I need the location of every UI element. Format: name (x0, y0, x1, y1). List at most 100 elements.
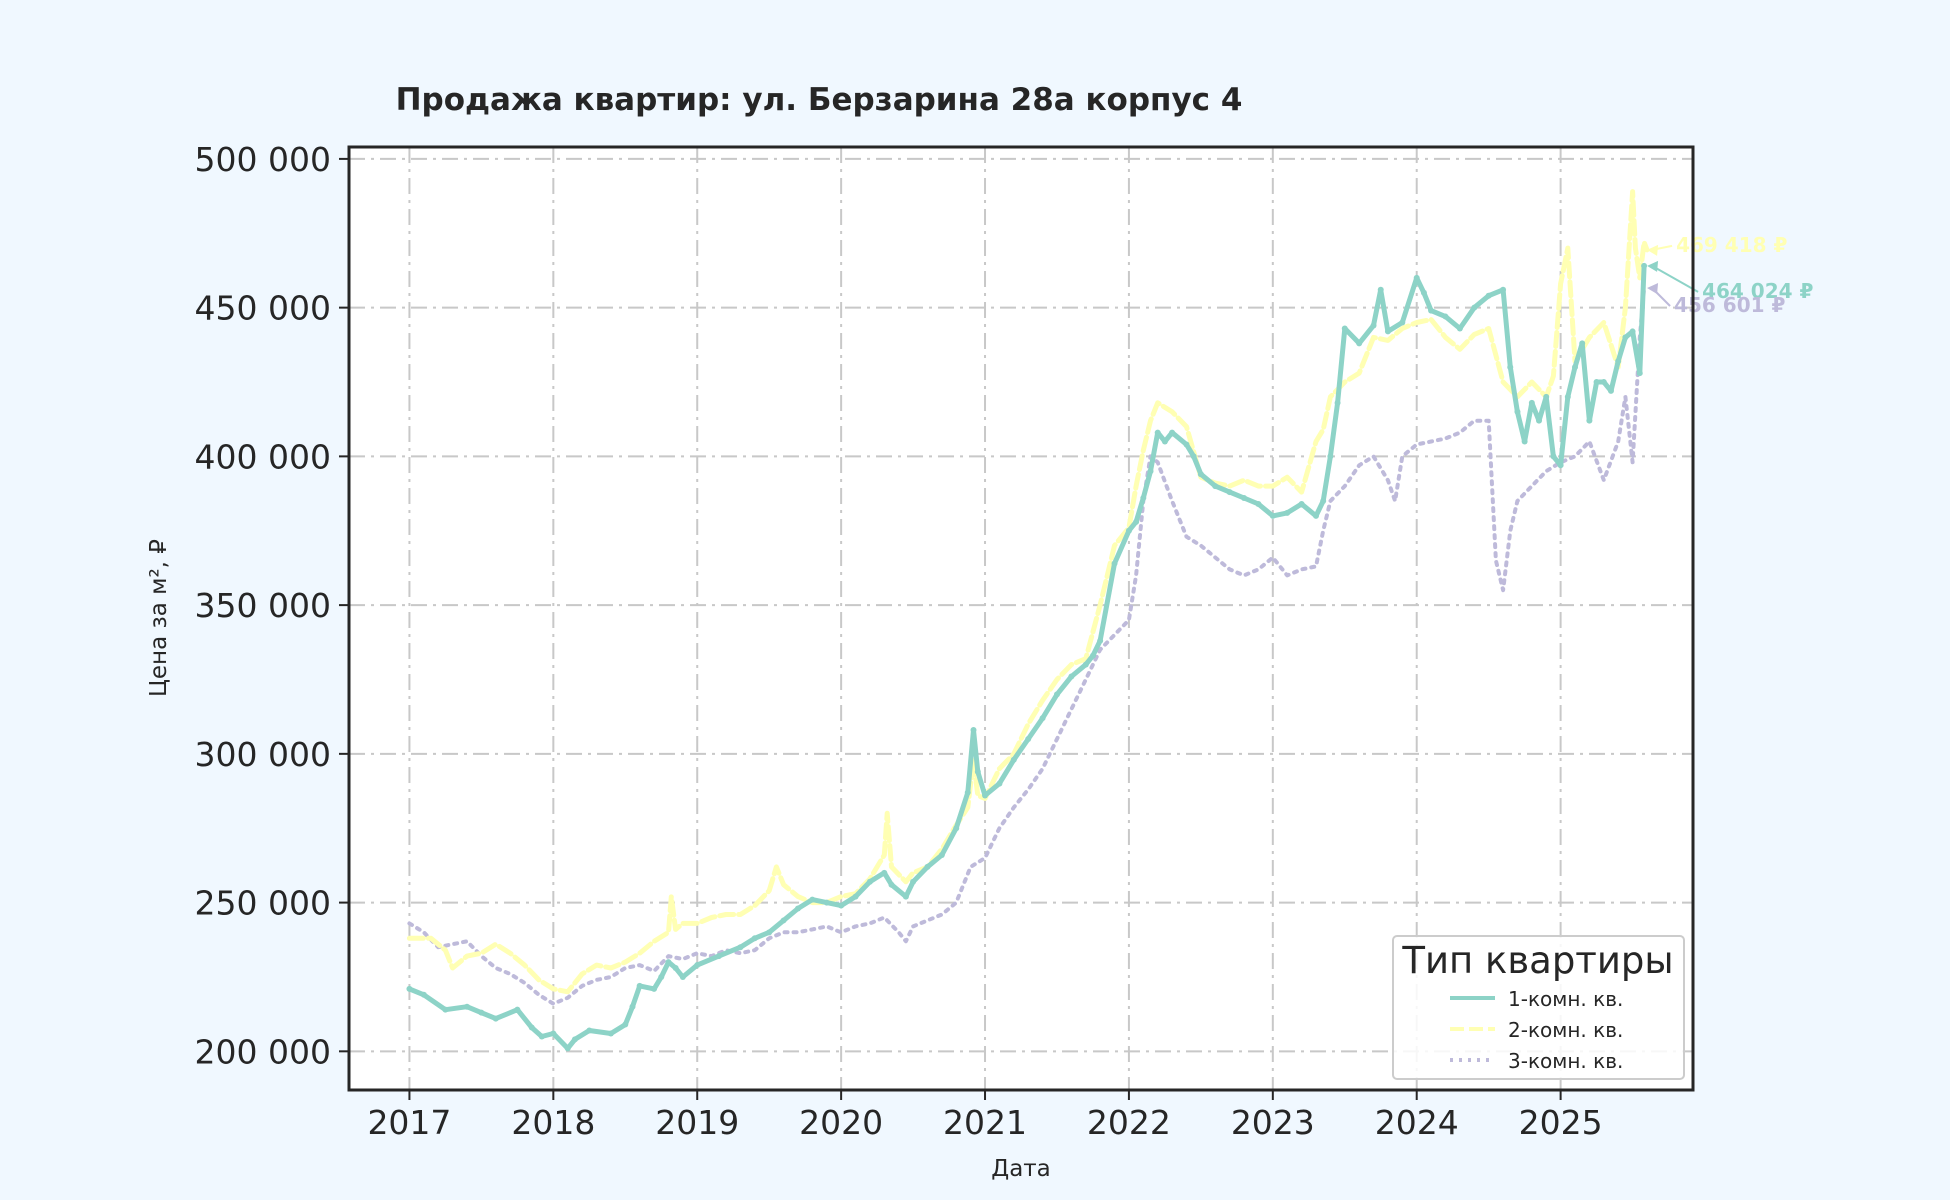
series-point-1-room (910, 878, 917, 885)
series-point-1-room (1161, 438, 1168, 445)
annotation-label: 469 418 ₽ (1676, 233, 1787, 257)
legend-label-1-room: 1-комн. кв. (1508, 987, 1623, 1011)
series-point-1-room (823, 899, 830, 906)
series-point-1-room (550, 1030, 557, 1037)
series-point-1-room (1600, 379, 1607, 386)
plot-area (349, 147, 1693, 1090)
series-point-1-room (1068, 673, 1075, 680)
series-point-1-room (1615, 358, 1622, 365)
series-point-1-room (1190, 453, 1197, 460)
series-point-1-room (838, 902, 845, 909)
series-point-1-room (1053, 691, 1060, 698)
series-point-1-room (866, 878, 873, 885)
series-point-1-room (1471, 304, 1478, 311)
x-tick-label: 2019 (655, 1103, 739, 1142)
annotation-arrowhead (1647, 260, 1659, 272)
series-point-1-room (1500, 286, 1507, 293)
series-point-1-room (586, 1027, 593, 1034)
series-point-1-room (902, 893, 909, 900)
x-tick-label: 2022 (1087, 1103, 1171, 1142)
series-point-1-room (715, 953, 722, 960)
series-point-1-room (622, 1021, 629, 1028)
series-point-1-room (665, 959, 672, 966)
series-point-1-room (1241, 495, 1248, 502)
annotation-arrowhead (1647, 244, 1659, 256)
series-point-1-room (571, 1036, 578, 1043)
series-point-1-room (1183, 441, 1190, 448)
series-lines (406, 189, 1650, 1052)
series-point-1-room (1255, 500, 1262, 507)
series-point-1-room (1341, 325, 1348, 332)
series-point-1-room (1370, 322, 1377, 329)
series-point-1-room (651, 985, 658, 992)
series-point-1-room (888, 881, 895, 888)
series-point-1-room (694, 962, 701, 969)
series-point-1-room (881, 869, 888, 876)
series-point-1-room (478, 1009, 485, 1016)
x-tick-label: 2024 (1375, 1103, 1459, 1142)
series-point-1-room (1521, 438, 1528, 445)
series-point-1-room (1154, 429, 1161, 436)
series-point-1-room (1641, 262, 1648, 269)
legend: Тип квартиры 1-комн. кв. 2-комн. кв. 3-к… (1392, 935, 1685, 1080)
series-point-1-room (1169, 429, 1176, 436)
annotation-label: 464 024 ₽ (1702, 279, 1813, 303)
series-point-1-room (679, 973, 686, 980)
legend-box (1392, 935, 1685, 1080)
series-point-1-room (514, 1006, 521, 1013)
series-point-1-room (1622, 334, 1629, 341)
y-axis-label: Цена за м², ₽ (146, 539, 172, 697)
series-point-1-room (420, 991, 427, 998)
y-tick-label: 300 000 (195, 735, 331, 774)
series-point-1-room (1456, 325, 1463, 332)
series-point-1-room (852, 893, 859, 900)
series-point-1-room (780, 917, 787, 924)
x-tick-label: 2021 (943, 1103, 1027, 1142)
x-tick-label: 2020 (799, 1103, 883, 1142)
series-point-1-room (982, 792, 989, 799)
legend-label-3-room: 3-комн. кв. (1508, 1049, 1623, 1073)
series-point-1-room (1564, 393, 1571, 400)
series-point-1-room (970, 727, 977, 734)
series-point-1-room (974, 768, 981, 775)
series-point-1-room (1593, 379, 1600, 386)
series-point-1-room (1428, 307, 1435, 314)
series-line-3-room (407, 286, 1647, 1006)
series-point-1-room (1269, 512, 1276, 519)
y-tick-label: 500 000 (195, 140, 331, 179)
series-point-1-room (1536, 417, 1543, 424)
series-point-1-room (1607, 387, 1614, 394)
series-point-1-room (1284, 509, 1291, 516)
series-point-1-room (1384, 328, 1391, 335)
x-tick-label: 2017 (367, 1103, 451, 1142)
series-point-1-room (636, 982, 643, 989)
series-point-1-room (1485, 292, 1492, 299)
series-point-1-room (751, 935, 758, 942)
series-point-1-room (1334, 399, 1341, 406)
series-point-1-room (964, 789, 971, 796)
series-point-1-room (1111, 560, 1118, 567)
series-point-1-room (1140, 495, 1147, 502)
series-point-1-room (1420, 289, 1427, 296)
gridlines (349, 147, 1693, 1090)
series-point-1-room (492, 1015, 499, 1022)
series-point-1-room (1442, 313, 1449, 320)
series-point-1-room (1039, 715, 1046, 722)
series-point-1-room (938, 851, 945, 858)
series-point-1-room (1557, 462, 1564, 469)
y-tick-label: 200 000 (195, 1032, 331, 1071)
series-point-1-room (1550, 453, 1557, 460)
series-point-1-room (538, 1033, 545, 1040)
annotation-arrow (1651, 265, 1699, 293)
series-point-1-room (809, 896, 816, 903)
series-point-1-room (1636, 370, 1643, 377)
series-point-1-room (1125, 527, 1132, 534)
axis-ticks: 2017 2018 2019 2020 2021 2022 2023 2024 2025 200 … (195, 140, 1603, 1142)
y-tick-label: 350 000 (195, 586, 331, 625)
annotation-label: 456 601 ₽ (1674, 293, 1785, 317)
series-point-1-room (463, 1003, 470, 1010)
series-point-1-room (1586, 417, 1593, 424)
series-point-1-room (1212, 483, 1219, 490)
series-point-1-room (1320, 497, 1327, 504)
x-tick-label: 2018 (511, 1103, 595, 1142)
